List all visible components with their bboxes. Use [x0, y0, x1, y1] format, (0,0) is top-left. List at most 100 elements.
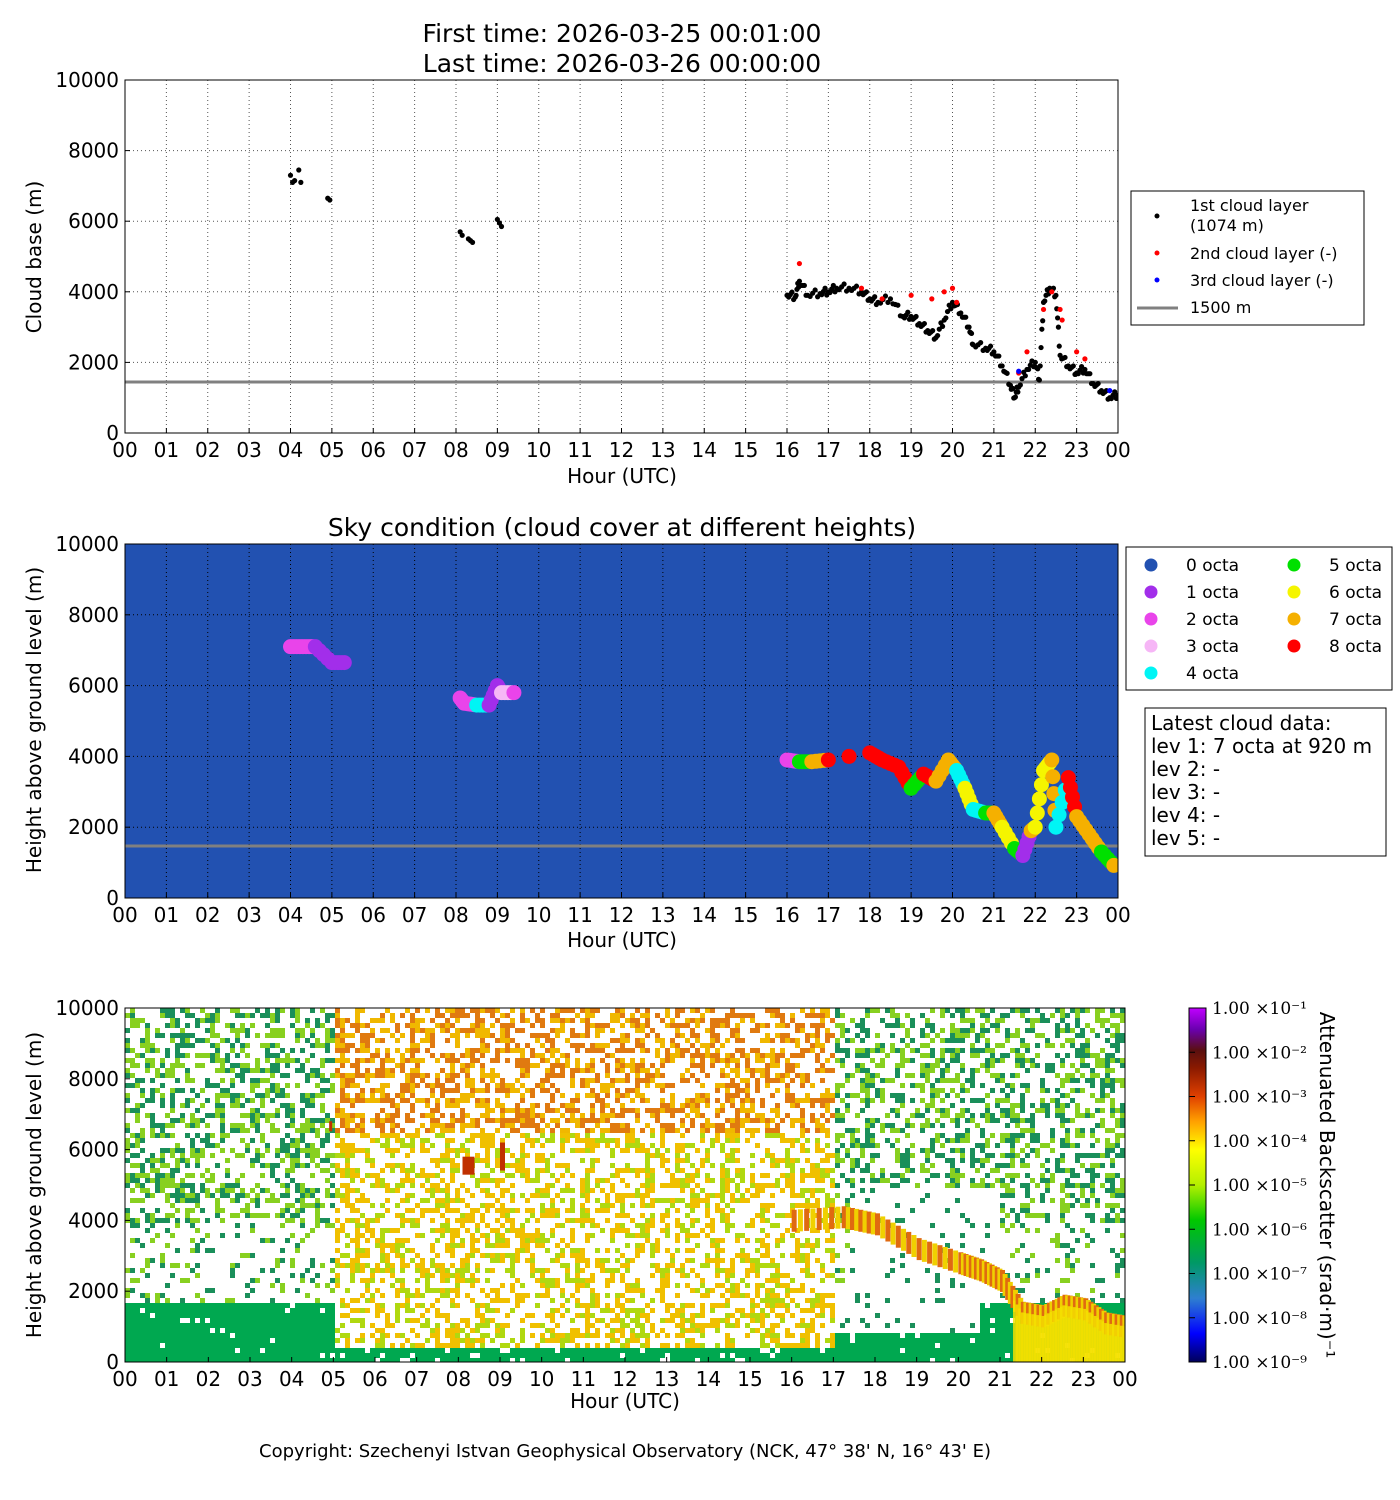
backscatter-cell [615, 1213, 620, 1218]
cloud-base-point [459, 232, 465, 238]
backscatter-cell [415, 1018, 420, 1023]
backscatter-cell [140, 1183, 145, 1188]
backscatter-cell [465, 1268, 470, 1273]
backscatter-cell [230, 1308, 235, 1313]
backscatter-cell [360, 1223, 365, 1228]
backscatter-cell [180, 1148, 185, 1153]
backscatter-cell [620, 1058, 625, 1063]
backscatter-cell [705, 1353, 710, 1358]
backscatter-cell [145, 1158, 150, 1163]
backscatter-cell [415, 1268, 420, 1273]
backscatter-cell [340, 1098, 345, 1103]
backscatter-cell [400, 1333, 405, 1338]
backscatter-cell [695, 1233, 700, 1238]
backscatter-cell [495, 1158, 500, 1163]
backscatter-cell [315, 1153, 320, 1158]
backscatter-cell [145, 1193, 150, 1198]
backscatter-cell [355, 1223, 360, 1228]
backscatter-cell [505, 1253, 510, 1258]
backscatter-cell [415, 1253, 420, 1258]
backscatter-cell [730, 1288, 735, 1293]
backscatter-cell [435, 1123, 440, 1128]
backscatter-cell [485, 1098, 490, 1103]
backscatter-cell [250, 1118, 255, 1123]
backscatter-cell [325, 1038, 330, 1043]
backscatter-cell [485, 1358, 490, 1362]
backscatter-cell [280, 1323, 285, 1328]
backscatter-cell [520, 1233, 525, 1238]
backscatter-cell [365, 1223, 370, 1228]
backscatter-cell [510, 1223, 515, 1228]
backscatter-cell [440, 1158, 445, 1163]
backscatter-cell [705, 1288, 710, 1293]
backscatter-cell [570, 1248, 575, 1253]
cloud-base-point [1012, 394, 1018, 400]
backscatter-cell [740, 1048, 745, 1053]
backscatter-cell [265, 1198, 270, 1203]
backscatter-cell [480, 1068, 485, 1073]
backscatter-cell [310, 1308, 315, 1313]
backscatter-cell [625, 1183, 630, 1188]
backscatter-cell [170, 1108, 175, 1113]
backscatter-cell [320, 1168, 325, 1173]
backscatter-cell [520, 1238, 525, 1243]
backscatter-cell [365, 1308, 370, 1313]
backscatter-cell [370, 1203, 375, 1208]
cloud-base-point [966, 324, 972, 330]
backscatter-cell [130, 1218, 135, 1223]
backscatter-cell [595, 1333, 600, 1338]
backscatter-cell [720, 1018, 725, 1023]
backscatter-cell [410, 1208, 415, 1213]
backscatter-cell [445, 1248, 450, 1253]
backscatter-cell [600, 1138, 605, 1143]
backscatter-cell [630, 1218, 635, 1223]
backscatter-cell [650, 1168, 655, 1173]
backscatter-cell [445, 1038, 450, 1043]
backscatter-cell [250, 1098, 255, 1103]
backscatter-cell [595, 1118, 600, 1123]
backscatter-cell [685, 1273, 690, 1278]
backscatter-cell [690, 1343, 695, 1348]
backscatter-cell [515, 1358, 520, 1362]
backscatter-cell [485, 1188, 490, 1193]
backscatter-cell [695, 1328, 700, 1333]
backscatter-cell [245, 1358, 250, 1362]
backscatter-cell [380, 1278, 385, 1283]
backscatter-cell [175, 1358, 180, 1362]
backscatter-cell [200, 1353, 205, 1358]
backscatter-cell [235, 1103, 240, 1108]
backscatter-cell [725, 1133, 730, 1138]
backscatter-cell [305, 1023, 310, 1028]
backscatter-cell [650, 1223, 655, 1228]
backscatter-cell [125, 1093, 130, 1098]
backscatter-cell [690, 1118, 695, 1123]
backscatter-cell [375, 1348, 380, 1353]
backscatter-cell [345, 1143, 350, 1148]
backscatter-cell [575, 1358, 580, 1362]
backscatter-cell [210, 1028, 215, 1033]
backscatter-cell [235, 1303, 240, 1308]
backscatter-cell [145, 1258, 150, 1263]
backscatter-cell [725, 1223, 730, 1228]
backscatter-cell [650, 1323, 655, 1328]
backscatter-cell [135, 1018, 140, 1023]
backscatter-cell [345, 1158, 350, 1163]
backscatter-cell [235, 1308, 240, 1313]
backscatter-cell [140, 1293, 145, 1298]
backscatter-cell [250, 1343, 255, 1348]
backscatter-cell [595, 1178, 600, 1183]
backscatter-cell [140, 1043, 145, 1048]
backscatter-cell [395, 1133, 400, 1138]
backscatter-cell [675, 1238, 680, 1243]
backscatter-cell [530, 1233, 535, 1238]
backscatter-cell [350, 1298, 355, 1303]
backscatter-cell [545, 1033, 550, 1038]
backscatter-cell [570, 1113, 575, 1118]
backscatter-cell [450, 1288, 455, 1293]
backscatter-cell [325, 1323, 330, 1328]
backscatter-cell [275, 1068, 280, 1073]
backscatter-cell [445, 1088, 450, 1093]
backscatter-cell [530, 1178, 535, 1183]
backscatter-cell [645, 1158, 650, 1163]
backscatter-cell [555, 1283, 560, 1288]
